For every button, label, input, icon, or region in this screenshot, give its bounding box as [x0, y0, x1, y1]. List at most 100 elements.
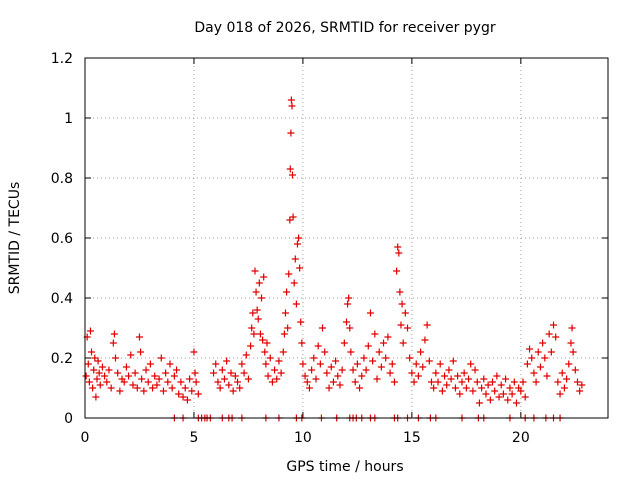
data-point [186, 375, 194, 383]
data-point [471, 366, 479, 374]
data-point [550, 321, 558, 329]
data-point [578, 381, 586, 389]
data-point [288, 102, 296, 110]
data-point [229, 387, 237, 395]
plot-frame [84, 57, 609, 419]
data-point [388, 360, 396, 368]
data-point [250, 330, 258, 338]
data-point [227, 369, 235, 377]
chart-title: Day 018 of 2026, SRMTID for receiver pyg… [194, 20, 495, 36]
data-point [345, 294, 353, 302]
y-tick-label: 0.8 [51, 171, 73, 187]
data-point [430, 384, 438, 392]
data-point [192, 378, 200, 386]
data-point [308, 366, 316, 374]
data-point [287, 129, 295, 137]
data-point [252, 288, 260, 296]
data-point [451, 384, 459, 392]
data-point [510, 378, 518, 386]
data-point [475, 399, 483, 407]
data-point [168, 384, 176, 392]
data-point [421, 336, 429, 344]
data-point [251, 267, 259, 275]
data-point [216, 384, 224, 392]
data-point [552, 333, 560, 341]
data-point [526, 345, 534, 353]
data-point [467, 360, 475, 368]
data-point [314, 342, 322, 350]
data-point [153, 381, 161, 389]
data-point [162, 369, 170, 377]
y-axis-label: SRMTID / TECUs [7, 182, 23, 295]
data-point [495, 393, 503, 401]
data-point [295, 234, 303, 242]
data-point [218, 366, 226, 374]
data-point [138, 375, 146, 383]
data-point [360, 354, 368, 362]
x-tick-label: 15 [403, 430, 421, 446]
data-point [399, 339, 407, 347]
data-point [417, 348, 425, 356]
data-point [291, 255, 299, 263]
data-point [296, 264, 304, 272]
data-point [225, 381, 233, 389]
data-point [231, 372, 239, 380]
data-point [408, 369, 416, 377]
data-point [105, 366, 113, 374]
data-point [323, 369, 331, 377]
data-point [116, 387, 124, 395]
data-point [259, 336, 267, 344]
data-point [242, 351, 250, 359]
data-point [88, 348, 96, 356]
data-point [377, 363, 385, 371]
data-point [334, 372, 342, 380]
data-point [469, 387, 477, 395]
data-point [460, 369, 468, 377]
data-point [441, 372, 449, 380]
data-point [456, 390, 464, 398]
data-point [486, 396, 494, 404]
data-point [532, 378, 540, 386]
data-point [554, 378, 562, 386]
data-point [380, 339, 388, 347]
data-point [177, 378, 185, 386]
data-point [135, 333, 143, 341]
data-point [414, 372, 422, 380]
data-point [543, 372, 551, 380]
data-point [146, 360, 154, 368]
y-tick-label: 0.6 [51, 231, 73, 247]
data-point [260, 273, 268, 281]
data-point [382, 354, 390, 362]
data-point [85, 378, 93, 386]
data-point [536, 363, 544, 371]
data-point [286, 165, 294, 173]
data-point [298, 339, 306, 347]
data-point [412, 360, 420, 368]
data-point [279, 348, 287, 356]
data-point [110, 330, 118, 338]
data-point [157, 354, 165, 362]
data-point [482, 390, 490, 398]
y-tick-label: 1.2 [51, 51, 73, 67]
data-point [576, 387, 584, 395]
data-point [137, 348, 145, 356]
data-point [297, 318, 305, 326]
data-point [90, 366, 98, 374]
data-point [563, 375, 571, 383]
data-point [84, 360, 92, 368]
data-point [401, 309, 409, 317]
data-point [82, 372, 90, 380]
data-point [329, 378, 337, 386]
data-point [151, 372, 159, 380]
data-point [321, 348, 329, 356]
data-point [93, 375, 101, 383]
data-point [571, 366, 579, 374]
data-point [301, 372, 309, 380]
data-point [447, 375, 455, 383]
data-point [449, 357, 457, 365]
data-point [238, 360, 246, 368]
data-point [289, 213, 297, 221]
data-point [101, 372, 109, 380]
data-point [112, 354, 120, 362]
data-point [530, 369, 538, 377]
